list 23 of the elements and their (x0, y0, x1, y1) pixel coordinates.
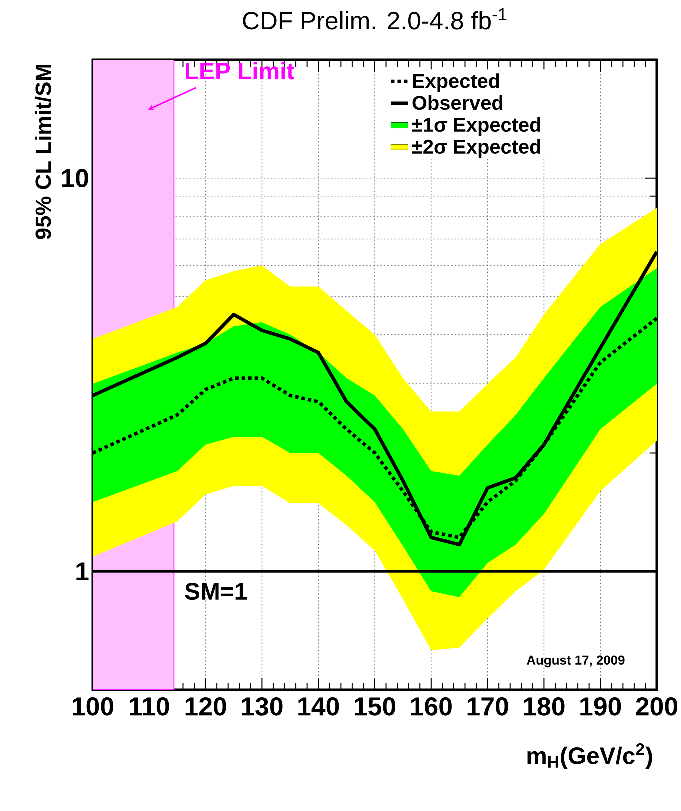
y-axis-title: 95% CL Limit/SM (35, 64, 52, 240)
x-tick-label: 160 (411, 698, 452, 716)
x-axis-title: m$_{H}$(GeV/c$^{2}$) (528, 744, 652, 770)
x-tick-label: 180 (524, 698, 565, 716)
x-tick-label: 100 (73, 698, 114, 716)
legend-label: ±1σ Expected (412, 117, 540, 136)
x-tick-label: 110 (130, 698, 170, 716)
legend-label: Expected (413, 74, 500, 92)
y-tick-label: 10 (62, 169, 88, 188)
legend-label: Observed (412, 96, 503, 110)
x-tick-label: 190 (580, 698, 622, 716)
annotation: August 17, 2009 (526, 656, 625, 668)
x-tick-label: 200 (636, 698, 678, 716)
x-tick-label: 170 (468, 698, 508, 716)
y-tick-label: 1 (76, 562, 89, 581)
x-tick-label: 130 (242, 698, 283, 716)
x-tick-label: 120 (186, 698, 226, 716)
legend-label: ±2σ Expected (412, 139, 540, 158)
band-label: LEP Limit (186, 62, 294, 80)
x-tick-label: 150 (355, 698, 396, 716)
x-tick-label: 140 (298, 698, 340, 716)
ref-line-label: SM=1 (185, 583, 247, 600)
chart-title: CDF Prelim. 2.0-4.8 fb$^{-1}$ (243, 8, 507, 30)
